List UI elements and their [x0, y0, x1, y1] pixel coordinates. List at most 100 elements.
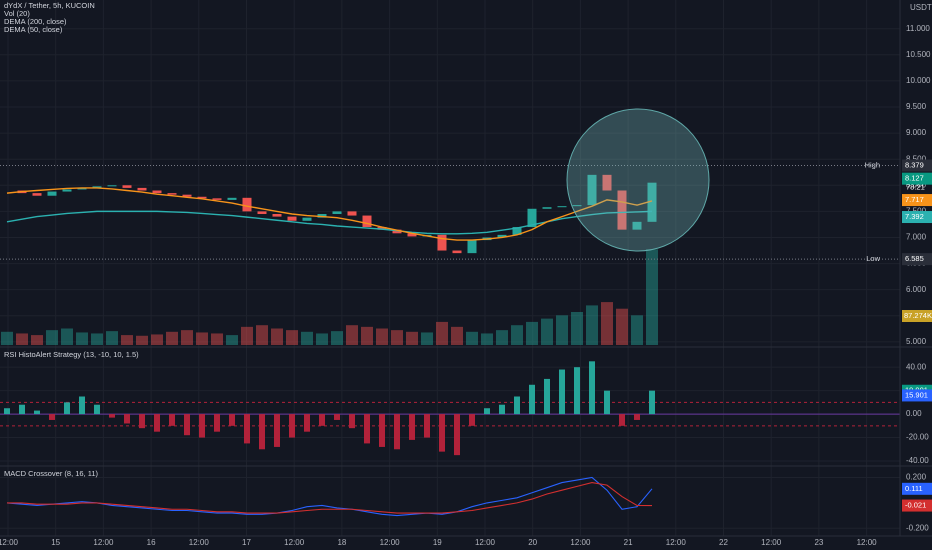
currency-label: USDT: [910, 3, 932, 12]
volume-bar: [136, 335, 148, 345]
price-badge-text: 7.717: [905, 195, 924, 204]
volume-legend: Vol (20): [4, 9, 30, 18]
price-tick-label: 8.500: [906, 154, 927, 163]
low-value: 6.585: [905, 254, 924, 263]
rsi-bar: [454, 414, 460, 456]
candle: [377, 227, 387, 230]
rsi-bar: [589, 361, 595, 415]
price-tick-label: 9.000: [906, 128, 927, 137]
price-badge: [902, 499, 932, 512]
rsi-bar: [19, 404, 25, 415]
time-label: 15: [51, 538, 60, 547]
rsi-bar: [109, 414, 115, 418]
volume-bar: [46, 330, 58, 345]
price-badge: [902, 172, 932, 185]
volume-bar: [466, 331, 478, 345]
rsi-bar: [499, 404, 505, 415]
rsi-bar: [289, 414, 295, 438]
candle: [437, 234, 447, 251]
indicator-line: [6, 187, 653, 241]
volume-bar: [286, 330, 298, 345]
candle: [77, 187, 87, 190]
candle: [182, 194, 192, 197]
indicator-line: [6, 476, 653, 517]
rsi-bar: [574, 367, 580, 415]
volume-bar: [586, 305, 598, 345]
price-badge-text: 8.127: [905, 174, 924, 183]
candle: [632, 221, 642, 230]
rsi-bar: [529, 384, 535, 415]
volume-bar: [271, 328, 283, 345]
volume-bar: [496, 330, 508, 345]
price-badge: [902, 389, 932, 402]
rsi-bar: [514, 396, 520, 415]
volume-badge-text: 87.274K: [904, 311, 932, 320]
rsi-bar: [439, 414, 445, 452]
rsi-bar: [304, 414, 310, 432]
candle: [407, 233, 417, 237]
volume-bar: [481, 333, 493, 345]
rsi-bar: [214, 414, 220, 432]
volume-bar: [91, 333, 103, 345]
price-tick-label: -40.00: [906, 456, 929, 465]
candle: [587, 174, 597, 206]
volume-bar: [346, 325, 358, 345]
circle-annotation: [566, 108, 710, 252]
time-label: 12:00: [189, 538, 210, 547]
time-label: 12:00: [0, 538, 19, 547]
rsi-legend: RSI HistoAlert Strategy (13, -10, 10, 1.…: [4, 350, 139, 359]
candle: [137, 187, 147, 191]
candle: [212, 198, 222, 200]
volume-bar: [316, 333, 328, 345]
rsi-bar: [184, 414, 190, 436]
volume-bar: [571, 312, 583, 345]
rsi-bar: [649, 390, 655, 415]
candle: [122, 185, 132, 188]
price-tick-label: 40.00: [906, 362, 927, 371]
volume-bar: [541, 318, 553, 345]
rsi-bar: [154, 414, 160, 432]
candle: [452, 250, 462, 254]
time-label: 20: [528, 538, 537, 547]
volume-bar: [601, 302, 613, 345]
rsi-bar: [229, 414, 235, 426]
candle: [287, 216, 297, 221]
price-tick-label: 6.000: [906, 285, 927, 294]
high-label: High: [865, 160, 880, 169]
price-tick-label: 7.000: [906, 233, 927, 242]
candle: [317, 213, 327, 218]
rsi-bar: [94, 404, 100, 415]
volume-bar: [16, 333, 28, 345]
rsi-bar: [319, 414, 325, 426]
rsi-bar: [34, 410, 40, 415]
volume-bar: [436, 321, 448, 345]
time-label: 12:00: [380, 538, 401, 547]
dema50-legend: DEMA (50, close): [4, 25, 63, 34]
time-label: 12:00: [666, 538, 687, 547]
rsi-bar: [409, 414, 415, 440]
volume-bar: [616, 308, 628, 345]
volume-bar: [361, 326, 373, 345]
volume-bar: [451, 326, 463, 345]
dema200-legend: DEMA (200, close): [4, 17, 67, 26]
rsi-bar: [469, 414, 475, 426]
macd-legend: MACD Crossover (8, 16, 11): [4, 469, 99, 478]
volume-bar: [256, 325, 268, 345]
price-badge-text: 15.901: [905, 390, 928, 399]
price-tick-label: -20.00: [906, 433, 929, 442]
rsi-bar: [199, 414, 205, 438]
candle: [227, 197, 237, 200]
axis-layer: 12:00 15 12:00 16 12:00 17 12:00 18 12:00 19 12:00…: [0, 24, 932, 547]
volume-bar: [421, 332, 433, 345]
volume-bar: [76, 332, 88, 345]
price-tick-label: 10.500: [906, 50, 931, 59]
volume-bar: [106, 331, 118, 345]
price-badge-text: 0.111: [905, 484, 923, 493]
price-tick-label: 0.200: [906, 473, 927, 482]
candle: [302, 217, 312, 221]
time-label: 12:00: [570, 538, 591, 547]
volume-bar: [376, 328, 388, 345]
volume-bar: [391, 330, 403, 345]
time-label: 19: [433, 538, 442, 547]
